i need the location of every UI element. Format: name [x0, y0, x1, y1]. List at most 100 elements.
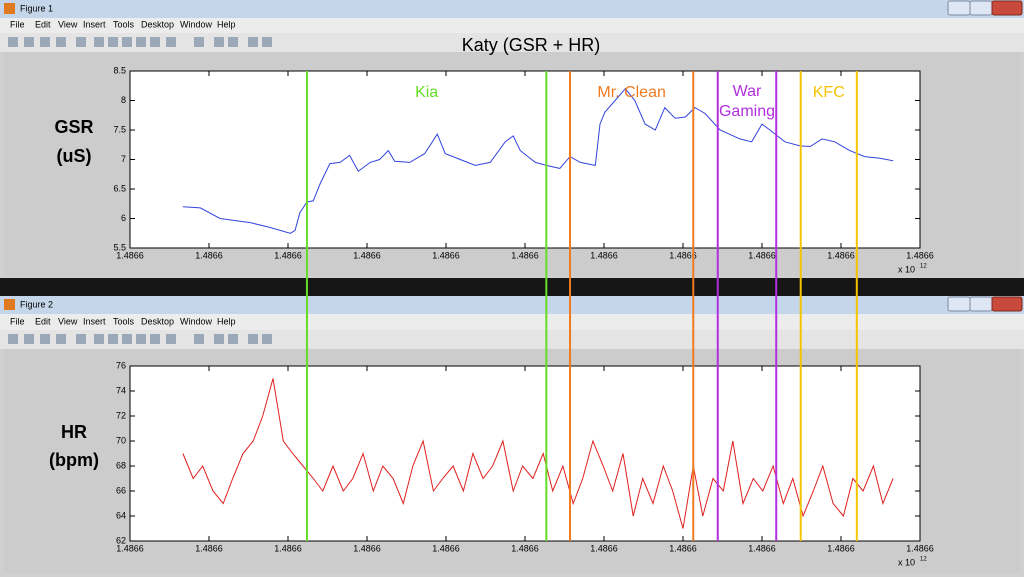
data-line [182, 378, 894, 529]
menu-item[interactable]: Window [180, 19, 213, 29]
menu-item[interactable]: Desktop [141, 316, 174, 326]
close-button[interactable] [991, 296, 1023, 312]
tool-icon[interactable] [122, 37, 132, 47]
y-tick-label: 6.5 [113, 183, 126, 193]
y-tick-label: 8 [121, 95, 126, 105]
tool-icon[interactable] [40, 37, 50, 47]
tool-icon[interactable] [214, 37, 224, 47]
menu-item[interactable]: Edit [35, 19, 51, 29]
tool-icon[interactable] [136, 334, 146, 344]
x-tick-label: 1.4866 [590, 543, 618, 553]
tool-icon[interactable] [94, 37, 104, 47]
plot-area [129, 365, 921, 542]
tool-icon[interactable] [76, 334, 86, 344]
y-tick-label: 64 [116, 510, 126, 520]
x-tick-label: 1.4866 [116, 250, 144, 260]
x-scale-power: 12 [920, 557, 927, 563]
menu-item[interactable]: Tools [113, 19, 135, 29]
tool-icon[interactable] [108, 334, 118, 344]
title-bar [0, 0, 1024, 18]
minimize-button[interactable] [947, 296, 971, 312]
x-tick-label: 1.4866 [274, 543, 302, 553]
tool-icon[interactable] [8, 37, 18, 47]
tool-icon[interactable] [194, 37, 204, 47]
tool-icon[interactable] [214, 334, 224, 344]
tool-icon[interactable] [194, 334, 204, 344]
x-tick-label: 1.4866 [827, 543, 855, 553]
tool-icon[interactable] [166, 334, 176, 344]
figure-title: Katy (GSR + HR) [462, 35, 601, 55]
menu-item[interactable]: Tools [113, 316, 135, 326]
marker-label: Gaming [719, 103, 775, 120]
tool-icon[interactable] [56, 334, 66, 344]
app-icon [4, 3, 15, 14]
menu-item[interactable]: Help [217, 19, 236, 29]
y-tick-label: 76 [116, 360, 126, 370]
menu-item[interactable]: Edit [35, 316, 51, 326]
tool-icon[interactable] [76, 37, 86, 47]
axis-side-label: (bpm) [49, 450, 99, 470]
tool-icon[interactable] [122, 334, 132, 344]
menu-item[interactable]: Insert [83, 19, 106, 29]
tool-icon[interactable] [262, 334, 272, 344]
menu-item[interactable]: Window [180, 316, 213, 326]
toolbar-icons [8, 37, 272, 47]
tool-icon[interactable] [248, 334, 258, 344]
x-tick-label: 1.4866 [432, 543, 460, 553]
close-button[interactable] [991, 0, 1023, 16]
x-tick-label: 1.4866 [906, 543, 934, 553]
y-tick-label: 8.5 [113, 65, 126, 75]
maximize-button[interactable] [969, 296, 993, 312]
tool-icon[interactable] [150, 37, 160, 47]
y-tick-label: 6 [121, 213, 126, 223]
x-tick-label: 1.4866 [669, 543, 697, 553]
marker-label: Kia [415, 84, 438, 101]
tool-icon[interactable] [24, 334, 34, 344]
y-tick-label: 66 [116, 485, 126, 495]
menu-item[interactable]: Help [217, 316, 236, 326]
toolbar-icons [8, 334, 272, 344]
tool-icon[interactable] [166, 37, 176, 47]
menu-item[interactable]: File [10, 19, 25, 29]
axis-side-label: HR [61, 422, 87, 442]
y-tick-label: 72 [116, 410, 126, 420]
axis-side-label: (uS) [57, 146, 92, 166]
tool-icon[interactable] [150, 334, 160, 344]
menu-item[interactable]: View [58, 19, 78, 29]
x-scale-label: x 10 [898, 264, 915, 274]
menu-item[interactable]: View [58, 316, 78, 326]
tool-icon[interactable] [248, 37, 258, 47]
maximize-button[interactable] [969, 0, 993, 16]
x-scale-power: 12 [920, 264, 927, 270]
tool-icon[interactable] [108, 37, 118, 47]
tool-icon[interactable] [8, 334, 18, 344]
x-tick-label: 1.4866 [906, 250, 934, 260]
tool-icon[interactable] [56, 37, 66, 47]
tool-icon[interactable] [262, 37, 272, 47]
menu-bar [0, 18, 1024, 33]
tool-icon[interactable] [228, 37, 238, 47]
marker-label: War [733, 83, 762, 100]
y-tick-label: 62 [116, 535, 126, 545]
y-tick-label: 7 [121, 154, 126, 164]
tool-icon[interactable] [94, 334, 104, 344]
y-tick-label: 70 [116, 435, 126, 445]
menu-item[interactable]: Desktop [141, 19, 174, 29]
x-tick-label: 1.4866 [116, 543, 144, 553]
plot-area [129, 70, 921, 249]
title-bar [0, 296, 1024, 314]
tool-icon[interactable] [228, 334, 238, 344]
minimize-button[interactable] [947, 0, 971, 16]
x-tick-label: 1.4866 [669, 250, 697, 260]
marker-label: KFC [813, 84, 845, 101]
tool-icon[interactable] [136, 37, 146, 47]
tool-icon[interactable] [40, 334, 50, 344]
menu-bar [0, 314, 1024, 330]
menu-item[interactable]: Insert [83, 316, 106, 326]
x-tick-label: 1.4866 [195, 250, 223, 260]
menu-item[interactable]: File [10, 316, 25, 326]
tool-icon[interactable] [24, 37, 34, 47]
x-tick-label: 1.4866 [590, 250, 618, 260]
